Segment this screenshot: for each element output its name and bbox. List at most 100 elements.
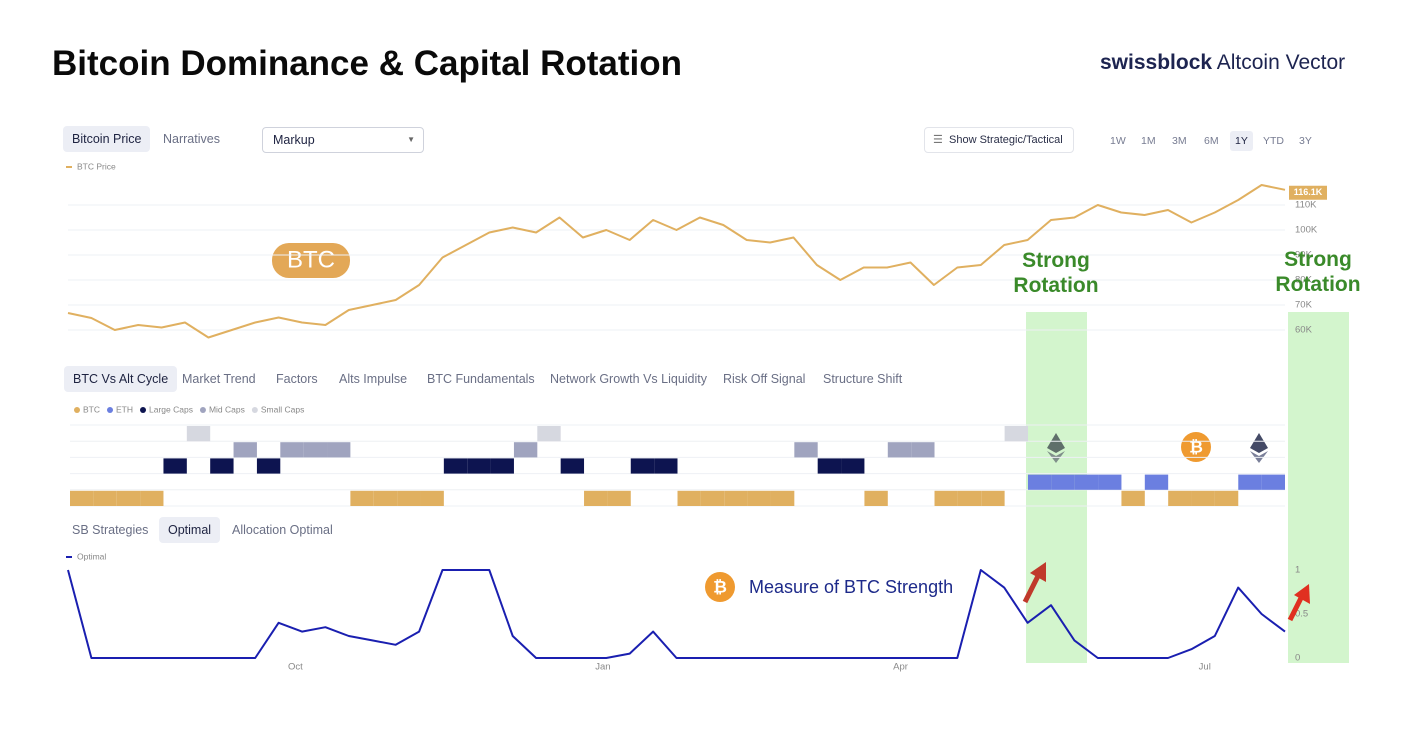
regime-block xyxy=(1261,474,1285,490)
regime-block xyxy=(70,490,94,506)
tab[interactable]: Bitcoin Price xyxy=(63,126,151,152)
regime-block xyxy=(864,490,888,506)
legend-label: Large Caps xyxy=(149,404,193,414)
regime-block xyxy=(163,458,187,474)
y-tick-label: 60K xyxy=(1295,325,1313,336)
regime-block xyxy=(1168,490,1192,506)
range-button[interactable]: 1M xyxy=(1141,135,1156,147)
eth-icon xyxy=(1250,433,1268,463)
y-tick-label: 0 xyxy=(1295,653,1300,664)
regime-block xyxy=(443,458,468,474)
btc-pill xyxy=(272,243,350,278)
range-button[interactable]: YTD xyxy=(1263,135,1284,147)
regime-block xyxy=(1004,426,1028,442)
x-tick-label: Apr xyxy=(893,662,908,673)
regime-block xyxy=(256,458,281,474)
brand: swissblock Altcoin Vector xyxy=(1100,51,1345,75)
regime-block xyxy=(397,490,421,506)
regime-block xyxy=(770,490,795,506)
regime-block xyxy=(584,490,608,506)
toggle-button[interactable]: ☰ Show Strategic/Tactical xyxy=(924,127,1074,153)
regime-block xyxy=(911,442,935,458)
y-tick-label: 70K xyxy=(1295,300,1313,311)
value-label-bg xyxy=(1289,185,1327,200)
legend-label: ETH xyxy=(116,404,133,414)
regime-block xyxy=(957,490,982,506)
regime-block xyxy=(116,490,141,506)
tab[interactable]: Factors xyxy=(276,372,318,386)
tab[interactable]: BTC Fundamentals xyxy=(427,372,535,386)
legend-swatch xyxy=(140,407,146,413)
regime-block xyxy=(1074,474,1099,490)
legend-label: Mid Caps xyxy=(209,404,245,414)
btc-icon: ₿ xyxy=(1181,432,1211,462)
regime-block xyxy=(747,490,771,506)
regime-block xyxy=(560,458,585,474)
legend-swatch xyxy=(107,407,113,413)
regime-block xyxy=(537,426,561,442)
range-button[interactable]: 6M xyxy=(1204,135,1219,147)
regime-block xyxy=(233,442,257,458)
range-button[interactable]: 1Y xyxy=(1230,131,1253,151)
regime-block xyxy=(210,458,234,474)
brand-name: swissblock xyxy=(1100,51,1213,74)
arrow-head xyxy=(1294,584,1310,604)
legend-label: BTC xyxy=(83,404,100,414)
legend-label: BTC Price xyxy=(77,161,116,171)
dropdown[interactable]: Markup ▼ xyxy=(262,127,424,153)
regime-block xyxy=(1121,490,1145,506)
regime-block xyxy=(654,458,678,474)
tab[interactable]: Structure Shift xyxy=(823,372,903,386)
tab[interactable]: Risk Off Signal xyxy=(723,372,806,386)
regime-block xyxy=(420,490,444,506)
x-tick-label: Jul xyxy=(1199,662,1211,673)
regime-block xyxy=(981,490,1005,506)
rotation-annotation: Strong Rotation xyxy=(1275,248,1361,296)
legend-swatch xyxy=(251,407,258,413)
regime-block xyxy=(303,442,328,458)
regime-block xyxy=(280,442,304,458)
rotation-annotation: Strong Rotation xyxy=(1013,249,1099,297)
regime-block xyxy=(1144,474,1169,490)
x-tick-label: Jan xyxy=(595,662,610,673)
tab[interactable]: Market Trend xyxy=(182,372,256,386)
regime-block xyxy=(467,458,491,474)
btc-icon: ₿ xyxy=(705,572,735,602)
y-tick-label: 110K xyxy=(1295,200,1317,211)
value-label: 116.1K xyxy=(1294,187,1323,197)
toggle-label: Show Strategic/Tactical xyxy=(949,134,1063,146)
tab[interactable]: Narratives xyxy=(163,132,220,146)
tab[interactable]: SB Strategies xyxy=(72,523,149,537)
regime-block xyxy=(630,458,655,474)
regime-block xyxy=(140,490,164,506)
tab[interactable]: Alts Impulse xyxy=(339,372,408,386)
regime-block xyxy=(700,490,725,506)
regime-block xyxy=(93,490,117,506)
tab[interactable]: Network Growth Vs Liquidity xyxy=(550,372,708,386)
regime-block xyxy=(817,458,842,474)
tab[interactable]: BTC Vs Alt Cycle xyxy=(64,366,178,392)
regime-block xyxy=(607,490,631,506)
btc-label: BTC xyxy=(287,246,335,273)
regime-block xyxy=(887,442,912,458)
regime-block xyxy=(1051,474,1075,490)
tab[interactable]: Optimal xyxy=(159,517,221,543)
regime-block xyxy=(724,490,748,506)
range-button[interactable]: 3Y xyxy=(1299,135,1312,147)
regime-block xyxy=(1098,474,1122,490)
range-button[interactable]: 1W xyxy=(1110,135,1126,147)
line xyxy=(67,184,1286,339)
product-name: Altcoin Vector xyxy=(1216,51,1346,74)
regime-block xyxy=(186,426,211,442)
tab[interactable]: Allocation Optimal xyxy=(232,523,333,537)
dropdown-value: Markup xyxy=(273,133,315,147)
legend-swatch xyxy=(74,407,80,413)
regime-block xyxy=(794,442,818,458)
page-title: Bitcoin Dominance & Capital Rotation xyxy=(52,44,683,83)
line xyxy=(67,569,1286,659)
regime-block xyxy=(1191,490,1215,506)
regime-block xyxy=(677,490,701,506)
range-button[interactable]: 3M xyxy=(1172,135,1187,147)
regime-block xyxy=(934,490,958,506)
